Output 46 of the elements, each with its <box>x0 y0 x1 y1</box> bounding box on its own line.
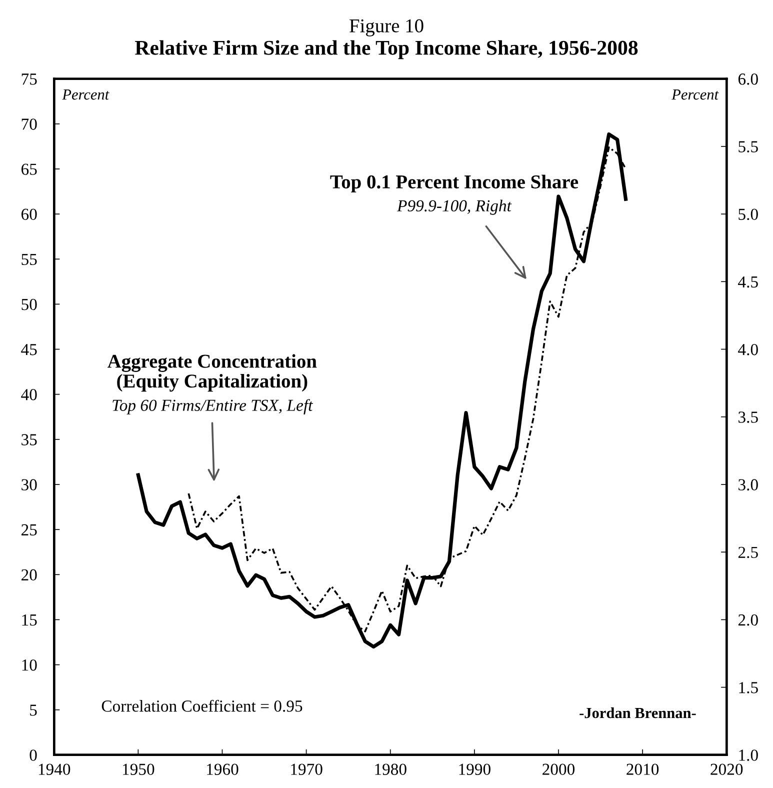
y-tick-label: 35 <box>22 434 37 446</box>
annotation: Top 60 Firms/Entire TSX, Left <box>112 399 314 414</box>
y-tick-label: 55 <box>22 254 37 266</box>
y-tick-label: 45 <box>21 344 37 356</box>
annotation: Correlation Coefficient = 0.95 <box>102 700 302 712</box>
y-tick-label: 15 <box>22 614 37 626</box>
y-tick-label: 20 <box>22 569 37 581</box>
x-tick-label: 1970 <box>291 764 322 775</box>
x-tick-label: 1950 <box>122 764 154 775</box>
y2-tick-label: 4.5 <box>738 276 758 288</box>
chart-title: Figure 10 <box>350 19 424 36</box>
y-tick-label: 40 <box>21 389 37 400</box>
x-tick-label: 1940 <box>38 764 70 775</box>
y-tick-label: 5 <box>30 704 37 716</box>
annotation: -Jordan Brennan- <box>580 707 696 718</box>
y-tick-label: 10 <box>22 659 37 671</box>
x-tick-label: 2020 <box>710 764 743 775</box>
annotation: Top 0.1 Percent Income Share <box>330 174 578 192</box>
y-tick-label: 70 <box>22 118 37 130</box>
chart-subtitle: Relative Firm Size and the Top Income Share, 1956-2008 <box>135 40 638 60</box>
y-tick-label: 0 <box>30 750 37 761</box>
x-tick-label: 2010 <box>626 764 659 775</box>
y-axis-title: Percent <box>62 90 110 100</box>
y2-tick-label: 5.0 <box>738 208 758 220</box>
y-tick-label: 65 <box>21 164 37 175</box>
y2-tick-label: 5.5 <box>738 141 758 152</box>
y-tick-label: 50 <box>22 298 37 310</box>
x-tick-label: 1980 <box>375 764 406 775</box>
x-tick-label: 1990 <box>459 764 490 775</box>
y2-tick-label: 1.0 <box>739 750 758 761</box>
y-tick-label: 75 <box>22 74 37 85</box>
y-tick-label: 60 <box>21 208 37 220</box>
y2-tick-label: 4.0 <box>738 344 758 356</box>
annotation: P99.9-100, Right <box>396 200 512 215</box>
y-tick-label: 30 <box>22 479 37 490</box>
y2-tick-label: 2.0 <box>738 614 758 626</box>
x-tick-label: 2000 <box>542 764 575 775</box>
y-tick-label: 25 <box>22 524 37 536</box>
y2-tick-label: 1.5 <box>739 682 758 694</box>
y2-tick-label: 3.5 <box>738 412 758 423</box>
annotation: Aggregate Concentration (Equity Capitalization) <box>107 354 317 392</box>
y2-tick-label: 6.0 <box>738 74 758 85</box>
y2-tick-label: 2.5 <box>738 546 758 558</box>
x-tick-label: 1960 <box>207 764 238 775</box>
y2-tick-label: 3.0 <box>738 479 758 490</box>
y2-axis-title: Percent <box>672 90 719 100</box>
